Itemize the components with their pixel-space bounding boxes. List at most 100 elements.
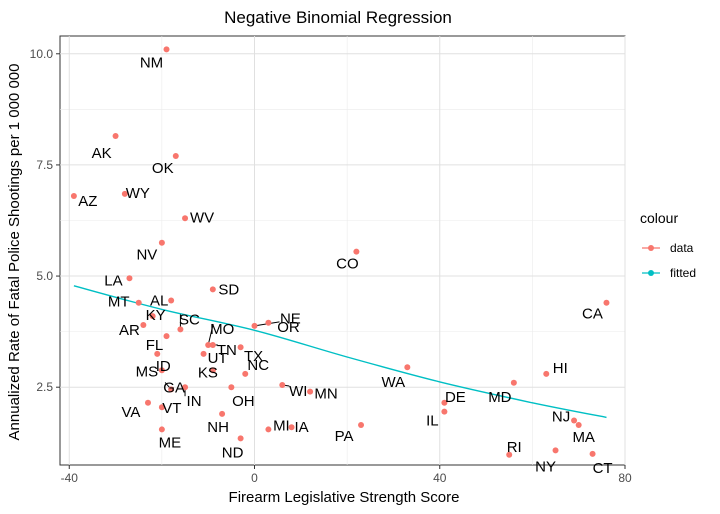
point-label-mi: MI	[273, 417, 290, 434]
point-label-de: DE	[445, 389, 466, 406]
point-label-pa: PA	[335, 428, 354, 445]
data-point-ny	[552, 447, 559, 454]
y-tick-label: 5.0	[36, 269, 53, 283]
legend-item-data: data	[642, 241, 694, 255]
data-point-ar	[140, 321, 147, 328]
point-label-ks: KS	[198, 364, 218, 381]
data-point-ne	[265, 319, 272, 326]
point-label-ny: NY	[535, 458, 556, 475]
point-label-nh: NH	[207, 419, 229, 436]
data-point-oh	[228, 384, 235, 391]
data-point-mt	[135, 299, 142, 306]
data-point-in	[182, 384, 189, 391]
data-point-de	[441, 399, 448, 406]
fitted-curve-layer	[73, 285, 607, 419]
data-point-tn	[209, 341, 216, 348]
point-label-ma: MA	[572, 429, 595, 446]
data-point-ct	[589, 450, 596, 457]
point-label-mt: MT	[108, 294, 130, 311]
point-label-nm: NM	[140, 54, 163, 71]
point-label-ne: NE	[280, 311, 301, 328]
data-point-la	[126, 275, 133, 282]
point-label-ri: RI	[507, 439, 522, 456]
point-label-nc: NC	[247, 357, 269, 374]
point-label-tn: TN	[217, 342, 237, 359]
data-point-me	[158, 426, 165, 433]
x-tick-label: 40	[433, 471, 447, 485]
x-tick-label: -40	[61, 471, 79, 485]
point-label-ca: CA	[582, 306, 603, 323]
point-label-sd: SD	[218, 281, 239, 298]
legend-label: data	[670, 241, 694, 255]
point-label-md: MD	[488, 389, 511, 406]
point-label-nv: NV	[136, 247, 157, 264]
point-label-ut: UT	[208, 350, 228, 367]
point-label-co: CO	[336, 256, 359, 273]
x-axis-title: Firearm Legislative Strength Score	[229, 489, 460, 506]
point-label-va: VA	[122, 404, 141, 421]
panel-background	[59, 35, 626, 466]
data-point-ms	[158, 367, 165, 374]
data-point-co	[353, 248, 360, 255]
data-point-tx	[237, 344, 244, 351]
point-label-ak: AK	[92, 145, 112, 162]
data-point-mi	[265, 426, 272, 433]
fitted-curve	[73, 285, 607, 419]
x-tick-label: 0	[251, 471, 258, 485]
point-label-la: LA	[104, 272, 122, 289]
data-point-mn	[307, 388, 314, 395]
point-label-id: ID	[156, 358, 171, 375]
data-point-ga	[168, 386, 175, 393]
point-label-tx: TX	[244, 348, 263, 365]
y-tick-label: 2.5	[36, 380, 53, 394]
data-point-nc	[242, 370, 249, 377]
data-point-al	[168, 297, 175, 304]
legend-item-fitted: fitted	[642, 266, 696, 280]
x-tick-label: 80	[618, 471, 632, 485]
data-point-wy	[121, 190, 128, 197]
point-label-ms: MS	[136, 363, 159, 380]
data-point-sc	[177, 326, 184, 333]
legend: colour data fitted	[640, 210, 696, 280]
point-label-ga: GA	[163, 379, 185, 396]
point-label-mo: MO	[210, 321, 234, 338]
point-label-in: IN	[187, 393, 202, 410]
data-point-vt	[158, 404, 165, 411]
data-point-il	[441, 408, 448, 415]
point-label-al: AL	[150, 293, 168, 310]
data-point-wi	[279, 381, 286, 388]
legend-title: colour	[640, 210, 678, 226]
point-label-nj: NJ	[552, 409, 570, 426]
data-point-ok	[172, 153, 179, 160]
point-label-ct: CT	[593, 460, 613, 477]
point-label-vt: VT	[162, 400, 181, 417]
data-point-wv	[182, 215, 189, 222]
data-point-az	[70, 193, 77, 200]
legend-label: fitted	[670, 266, 696, 280]
data-point-md	[510, 379, 517, 386]
data-point-wa	[404, 364, 411, 371]
point-label-wi: WI	[289, 383, 307, 400]
data-point-sd	[209, 286, 216, 293]
data-point-ia	[288, 424, 295, 431]
data-point-nv	[158, 239, 165, 246]
y-axis: 2.5 5.0 7.5 10.0	[30, 47, 60, 394]
point-labels: NM AK OK AZ WY WV NV CO LA SD AL MT CA AR KY NE SC MO OR TN…	[78, 54, 612, 477]
point-label-az: AZ	[78, 193, 97, 210]
data-point-nm	[163, 46, 170, 53]
data-point-mo	[205, 341, 212, 348]
data-point-hi	[543, 370, 550, 377]
data-point-nh	[219, 410, 226, 417]
y-axis-title: Annualized Rate of Fatal Police Shooting…	[6, 64, 23, 441]
data-point-va	[144, 399, 151, 406]
data-point-nj	[571, 417, 578, 424]
data-point-ca	[603, 299, 610, 306]
data-point-ky	[149, 313, 156, 320]
data-point-ak	[112, 133, 119, 140]
grid-lines	[60, 36, 626, 465]
data-point-ma	[575, 421, 582, 428]
data-point-ks	[209, 367, 216, 374]
point-label-ky: KY	[146, 307, 166, 324]
plot-area: NM AK OK AZ WY WV NV CO LA SD AL MT CA AR KY NE SC MO OR TN…	[59, 35, 626, 477]
